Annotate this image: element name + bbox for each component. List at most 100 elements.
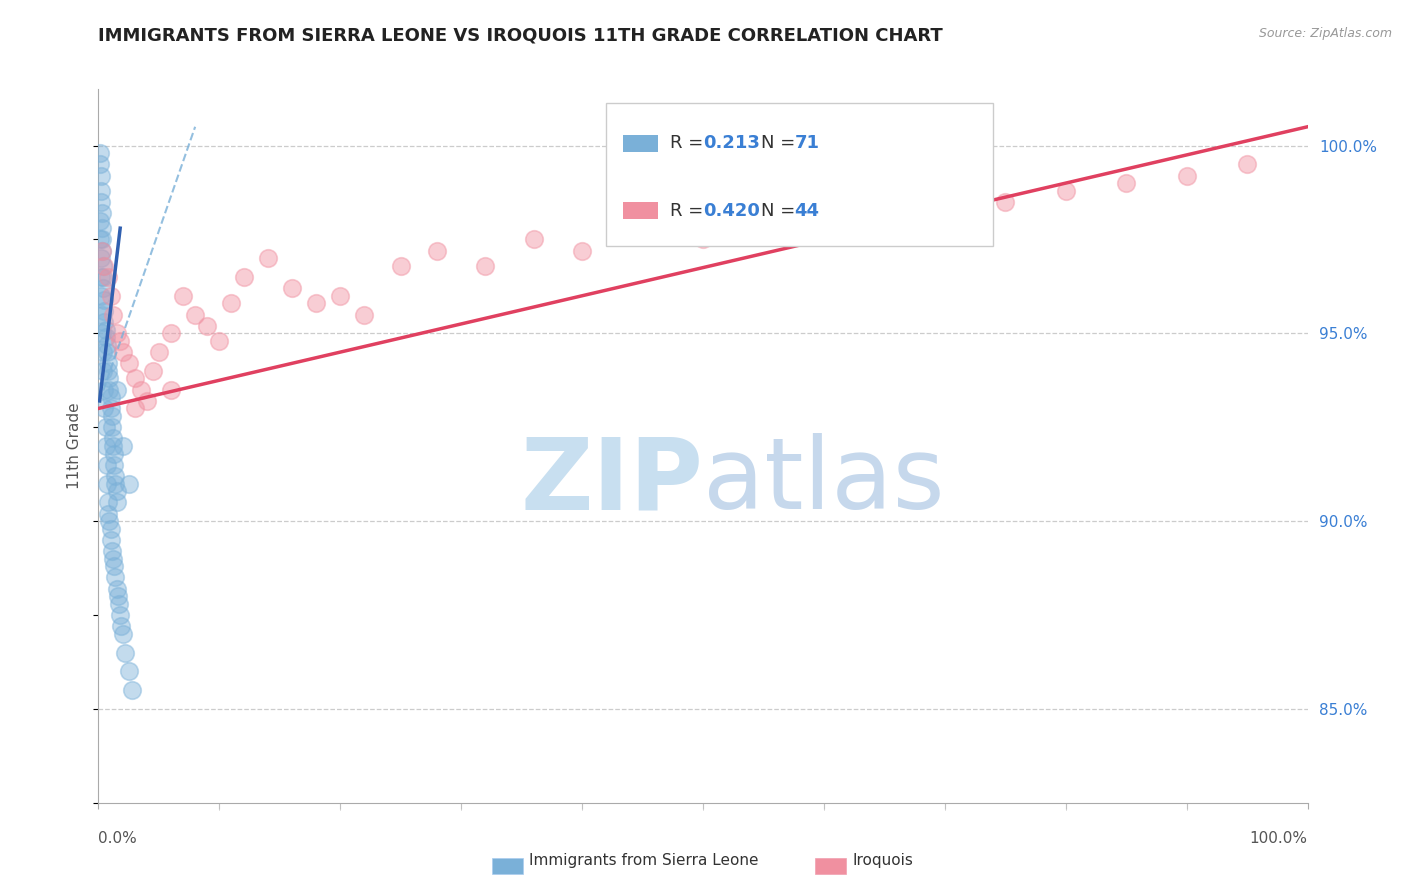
- Point: [994, 194, 1017, 209]
- Point: [103, 458, 125, 472]
- Point: [89, 213, 111, 227]
- Point: [118, 476, 141, 491]
- Point: [94, 330, 117, 344]
- Point: [100, 401, 122, 416]
- Point: [96, 345, 118, 359]
- Point: [1054, 184, 1077, 198]
- Point: [104, 476, 127, 491]
- Point: [631, 221, 654, 235]
- Text: 71: 71: [794, 135, 820, 153]
- Point: [256, 251, 278, 265]
- Point: [97, 270, 120, 285]
- Text: N =: N =: [761, 135, 801, 153]
- Point: [129, 383, 152, 397]
- Point: [108, 334, 131, 348]
- Point: [353, 308, 375, 322]
- Point: [111, 345, 134, 359]
- Point: [195, 318, 218, 333]
- Point: [104, 469, 127, 483]
- Point: [91, 259, 114, 273]
- Point: [93, 259, 115, 273]
- Point: [571, 244, 593, 258]
- Text: atlas: atlas: [703, 434, 945, 530]
- Text: N =: N =: [761, 202, 801, 219]
- Point: [160, 326, 183, 341]
- Point: [90, 270, 112, 285]
- Point: [160, 383, 183, 397]
- Point: [96, 458, 118, 472]
- Point: [118, 356, 141, 370]
- Point: [90, 289, 112, 303]
- Point: [114, 646, 136, 660]
- Point: [94, 420, 117, 434]
- Y-axis label: 11th Grade: 11th Grade: [67, 402, 83, 490]
- Point: [1115, 176, 1137, 190]
- Point: [523, 232, 546, 246]
- Point: [91, 345, 114, 359]
- Point: [101, 308, 124, 322]
- Point: [813, 221, 835, 235]
- Point: [97, 507, 120, 521]
- Point: [98, 371, 121, 385]
- Text: 44: 44: [794, 202, 820, 219]
- Point: [97, 495, 120, 509]
- Point: [100, 544, 122, 558]
- Point: [98, 383, 121, 397]
- Point: [305, 296, 328, 310]
- Point: [103, 446, 125, 460]
- Point: [148, 345, 170, 359]
- Point: [184, 308, 207, 322]
- Point: [101, 432, 124, 446]
- Point: [90, 169, 112, 183]
- Point: [124, 371, 146, 385]
- Point: [100, 289, 122, 303]
- Point: [389, 259, 412, 273]
- Point: [101, 551, 124, 566]
- Text: R =: R =: [669, 202, 709, 219]
- Point: [93, 293, 115, 307]
- Point: [94, 439, 117, 453]
- Point: [105, 582, 128, 596]
- Point: [105, 495, 128, 509]
- Point: [91, 308, 114, 322]
- Point: [121, 683, 143, 698]
- Text: 100.0%: 100.0%: [1250, 831, 1308, 847]
- Point: [110, 619, 132, 633]
- Point: [91, 221, 114, 235]
- Point: [111, 439, 134, 453]
- Text: 0.420: 0.420: [703, 202, 761, 219]
- Point: [90, 184, 112, 198]
- Point: [172, 289, 194, 303]
- Point: [104, 570, 127, 584]
- Point: [426, 244, 449, 258]
- Point: [100, 390, 122, 404]
- Text: Iroquois: Iroquois: [852, 854, 912, 868]
- Point: [208, 334, 231, 348]
- Point: [105, 326, 128, 341]
- Point: [97, 356, 120, 370]
- Point: [752, 213, 775, 227]
- Point: [329, 289, 352, 303]
- Point: [91, 270, 114, 285]
- Point: [91, 244, 114, 258]
- Point: [111, 627, 134, 641]
- Point: [96, 476, 118, 491]
- Point: [93, 383, 115, 397]
- Point: [105, 484, 128, 499]
- Point: [90, 251, 112, 265]
- Point: [1236, 157, 1258, 171]
- Point: [135, 393, 157, 408]
- Point: [97, 364, 120, 378]
- Point: [101, 439, 124, 453]
- Point: [934, 194, 956, 209]
- Point: [108, 597, 131, 611]
- Point: [94, 322, 117, 336]
- Point: [100, 533, 122, 547]
- Text: R =: R =: [669, 135, 709, 153]
- Point: [98, 514, 121, 528]
- Point: [93, 303, 115, 318]
- Point: [100, 409, 122, 423]
- Point: [873, 206, 896, 220]
- Point: [105, 383, 128, 397]
- Point: [96, 337, 118, 351]
